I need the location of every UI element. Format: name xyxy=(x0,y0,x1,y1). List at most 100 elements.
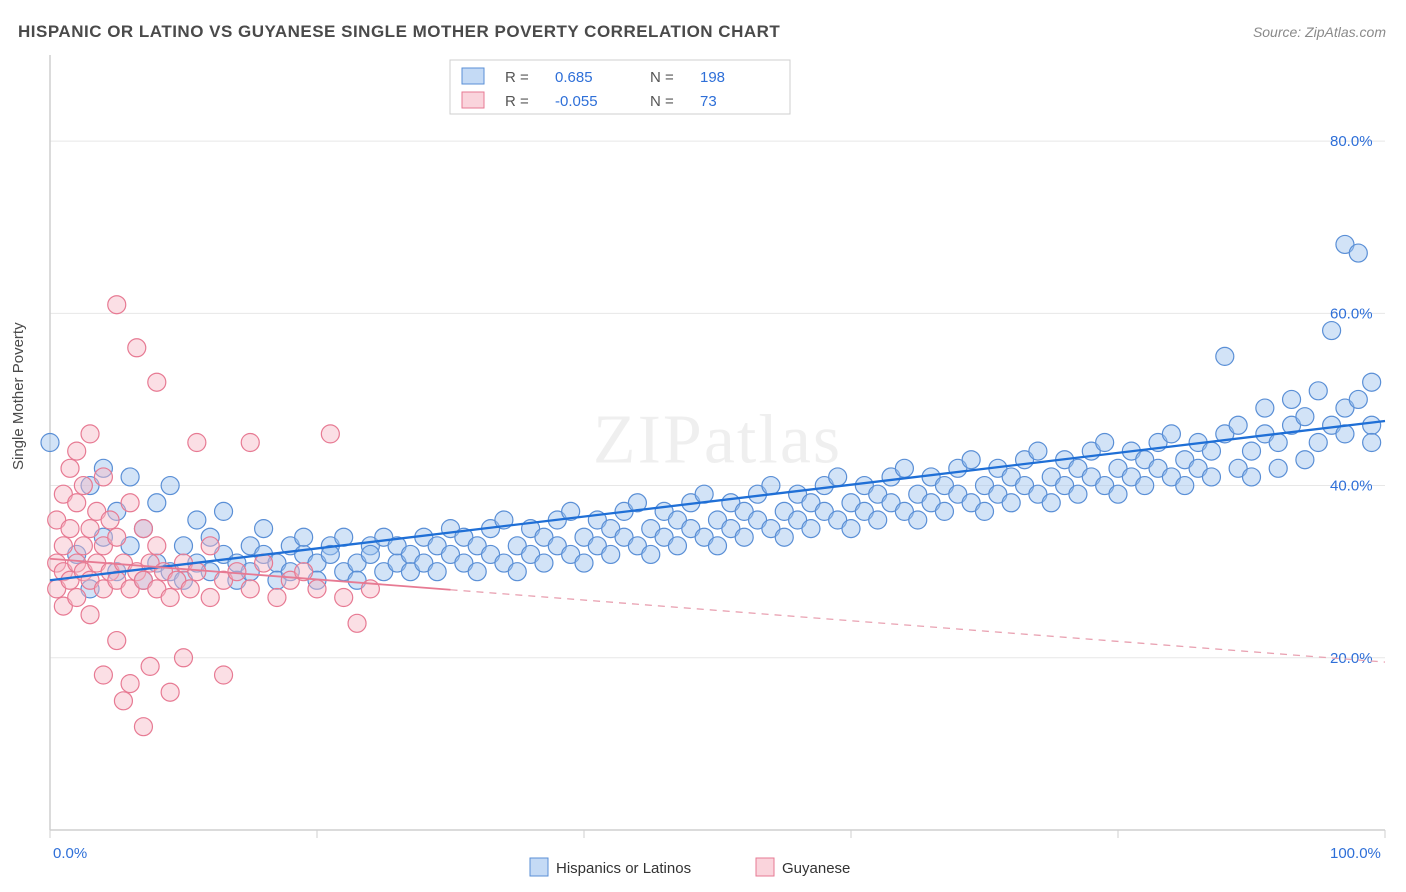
data-point xyxy=(108,632,126,650)
data-point xyxy=(175,537,193,555)
data-point xyxy=(81,520,99,538)
data-point xyxy=(255,554,273,572)
data-point xyxy=(1363,416,1381,434)
data-point xyxy=(1269,459,1287,477)
legend-swatch xyxy=(756,858,774,876)
legend-label: Hispanics or Latinos xyxy=(556,860,691,877)
data-point xyxy=(735,528,753,546)
data-point xyxy=(1283,390,1301,408)
data-point xyxy=(1296,408,1314,426)
data-point xyxy=(255,520,273,538)
data-point xyxy=(128,339,146,357)
data-point xyxy=(134,520,152,538)
data-point xyxy=(61,459,79,477)
data-point xyxy=(308,580,326,598)
data-point xyxy=(215,502,233,520)
data-point xyxy=(188,434,206,452)
data-point xyxy=(1323,322,1341,340)
data-point xyxy=(94,468,112,486)
stat-r-value: -0.055 xyxy=(555,93,598,110)
data-point xyxy=(1109,485,1127,503)
stat-n-value: 73 xyxy=(700,93,717,110)
data-point xyxy=(81,606,99,624)
data-point xyxy=(1269,434,1287,452)
data-point xyxy=(101,511,119,529)
data-point xyxy=(121,468,139,486)
data-point xyxy=(188,563,206,581)
data-point xyxy=(842,520,860,538)
data-point xyxy=(1002,494,1020,512)
data-point xyxy=(108,296,126,314)
data-point xyxy=(81,425,99,443)
data-point xyxy=(295,528,313,546)
data-point xyxy=(148,373,166,391)
data-point xyxy=(535,554,553,572)
data-point xyxy=(201,589,219,607)
data-point xyxy=(1296,451,1314,469)
data-point xyxy=(348,614,366,632)
data-point xyxy=(68,494,86,512)
stat-n-label: N = xyxy=(650,69,674,86)
stat-n-label: N = xyxy=(650,93,674,110)
y-tick-label: 80.0% xyxy=(1330,133,1373,150)
data-point xyxy=(108,528,126,546)
data-point xyxy=(1363,373,1381,391)
data-point xyxy=(668,537,686,555)
data-point xyxy=(74,477,92,495)
data-point xyxy=(181,580,199,598)
data-point xyxy=(215,666,233,684)
data-point xyxy=(321,425,339,443)
data-point xyxy=(335,589,353,607)
data-point xyxy=(1349,390,1367,408)
data-point xyxy=(1202,468,1220,486)
data-point xyxy=(1162,425,1180,443)
data-point xyxy=(54,537,72,555)
data-point xyxy=(61,520,79,538)
x-tick-label: 100.0% xyxy=(1330,845,1381,862)
data-point xyxy=(709,537,727,555)
data-point xyxy=(1202,442,1220,460)
data-point xyxy=(241,580,259,598)
data-point xyxy=(148,494,166,512)
legend-label: Guyanese xyxy=(782,860,850,877)
data-point xyxy=(1243,442,1261,460)
data-point xyxy=(1243,468,1261,486)
data-point xyxy=(869,511,887,529)
data-point xyxy=(41,434,59,452)
data-point xyxy=(802,520,820,538)
data-point xyxy=(935,502,953,520)
y-tick-label: 40.0% xyxy=(1330,478,1373,495)
data-point xyxy=(121,675,139,693)
legend-swatch xyxy=(530,858,548,876)
data-point xyxy=(1309,382,1327,400)
data-point xyxy=(94,666,112,684)
data-point xyxy=(268,589,286,607)
data-point xyxy=(1136,477,1154,495)
data-point xyxy=(134,718,152,736)
data-point xyxy=(188,511,206,529)
data-point xyxy=(1349,244,1367,262)
data-point xyxy=(141,657,159,675)
data-point xyxy=(1176,477,1194,495)
data-point xyxy=(1309,434,1327,452)
data-point xyxy=(121,494,139,512)
data-point xyxy=(1096,434,1114,452)
y-tick-label: 60.0% xyxy=(1330,305,1373,322)
data-point xyxy=(428,563,446,581)
data-point xyxy=(909,511,927,529)
data-point xyxy=(161,683,179,701)
data-point xyxy=(468,563,486,581)
data-point xyxy=(1256,399,1274,417)
x-tick-label: 0.0% xyxy=(53,845,87,862)
stat-r-label: R = xyxy=(505,93,529,110)
legend-swatch xyxy=(462,92,484,108)
data-point xyxy=(68,442,86,460)
trend-line-extrapolated xyxy=(451,590,1386,662)
data-point xyxy=(201,537,219,555)
data-point xyxy=(895,459,913,477)
data-point xyxy=(575,554,593,572)
data-point xyxy=(148,537,166,555)
data-point xyxy=(1042,494,1060,512)
data-point xyxy=(508,563,526,581)
stat-r-value: 0.685 xyxy=(555,69,593,86)
